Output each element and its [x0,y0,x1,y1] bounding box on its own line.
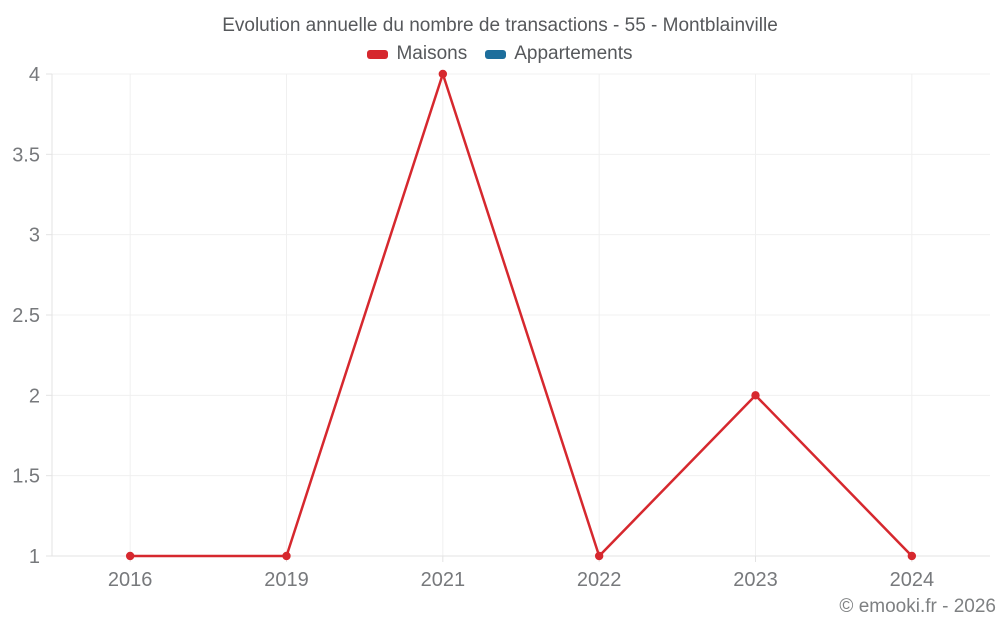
legend-item-appartements[interactable]: Appartements [485,43,633,65]
x-tick-label: 2022 [577,569,622,591]
x-tick-label: 2021 [421,569,466,591]
data-point[interactable] [282,551,291,561]
y-tick-label: 1 [29,546,40,568]
y-tick-label: 3 [29,225,40,247]
data-point[interactable] [438,69,448,79]
x-tick-label: 2016 [108,569,153,591]
maisons-legend-swatch [367,49,389,59]
y-tick-label: 2.5 [12,305,40,327]
x-tick-label: 2024 [890,569,935,591]
copyright-footer: © emooki.fr - 2026 [839,596,996,617]
x-tick-label: 2023 [733,569,778,591]
data-point[interactable] [594,551,604,561]
chart-legend: Maisons Appartements [0,43,1000,65]
y-tick-label: 3.5 [12,144,40,166]
chart-title: Evolution annuelle du nombre de transact… [222,15,778,36]
y-tick-label: 2 [29,385,40,407]
x-tick-label: 2019 [264,569,309,591]
appartements-legend-label: Appartements [514,43,633,64]
maisons-legend-label: Maisons [396,43,468,64]
legend-item-maisons[interactable]: Maisons [367,43,467,65]
y-tick-label: 4 [29,64,40,86]
data-point[interactable] [751,391,760,400]
appartements-legend-swatch [485,49,507,59]
data-point[interactable] [125,551,135,561]
y-tick-label: 1.5 [12,466,40,488]
series-line-maisons [128,72,914,558]
data-point[interactable] [907,551,917,561]
